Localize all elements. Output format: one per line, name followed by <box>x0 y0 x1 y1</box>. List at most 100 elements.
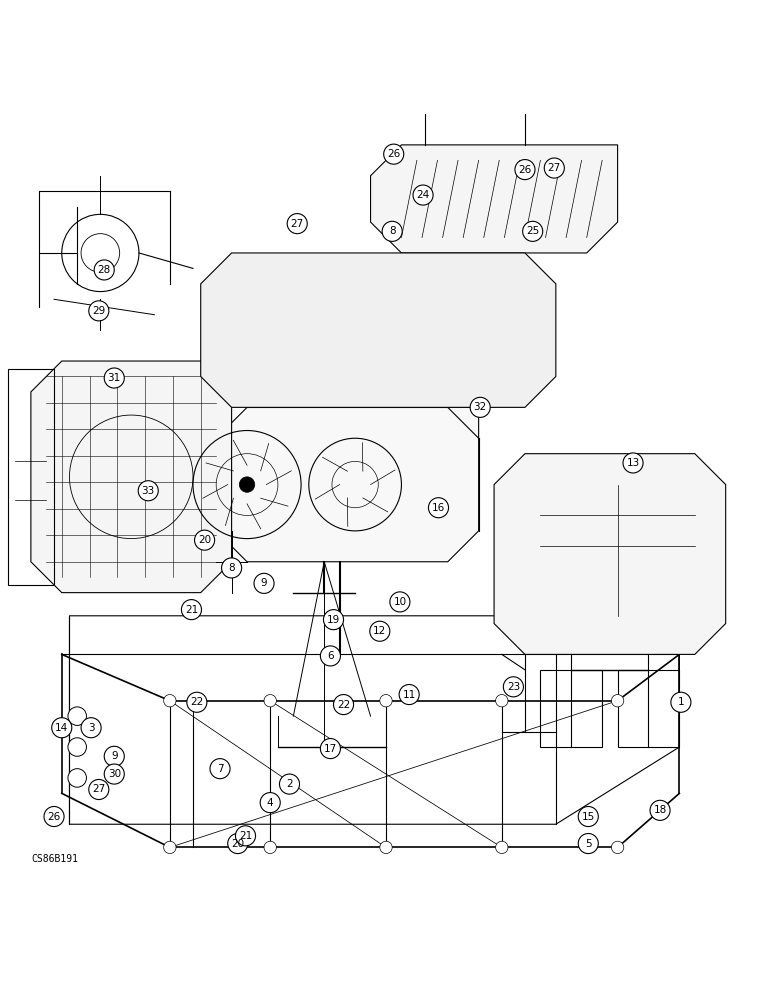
Circle shape <box>235 826 256 846</box>
Circle shape <box>413 185 433 205</box>
Circle shape <box>279 774 300 794</box>
Text: 24: 24 <box>416 190 430 200</box>
Text: 13: 13 <box>626 458 640 468</box>
Text: 18: 18 <box>653 805 667 815</box>
Circle shape <box>623 453 643 473</box>
Text: 5: 5 <box>585 839 591 849</box>
Text: 28: 28 <box>97 265 111 275</box>
Circle shape <box>94 260 114 280</box>
Circle shape <box>222 558 242 578</box>
Circle shape <box>138 481 158 501</box>
Text: 12: 12 <box>373 626 387 636</box>
Text: 4: 4 <box>267 798 273 808</box>
Text: 10: 10 <box>393 597 407 607</box>
Circle shape <box>384 144 404 164</box>
Text: 2: 2 <box>286 779 293 789</box>
Circle shape <box>496 841 508 854</box>
Circle shape <box>52 718 72 738</box>
Text: 1: 1 <box>678 697 684 707</box>
Text: 23: 23 <box>506 682 520 692</box>
Text: CS86B191: CS86B191 <box>31 854 78 864</box>
Circle shape <box>470 397 490 417</box>
Circle shape <box>496 695 508 707</box>
Circle shape <box>254 573 274 593</box>
Circle shape <box>523 221 543 241</box>
Circle shape <box>195 530 215 550</box>
Text: 14: 14 <box>55 723 69 733</box>
Circle shape <box>104 764 124 784</box>
Circle shape <box>260 793 280 813</box>
Circle shape <box>544 158 564 178</box>
Text: 8: 8 <box>229 563 235 573</box>
Text: 6: 6 <box>327 651 334 661</box>
Circle shape <box>320 739 340 759</box>
Circle shape <box>578 834 598 854</box>
Circle shape <box>181 600 201 620</box>
Circle shape <box>104 746 124 766</box>
Text: 20: 20 <box>198 535 212 545</box>
Circle shape <box>323 610 344 630</box>
Text: 26: 26 <box>387 149 401 159</box>
Text: 17: 17 <box>323 744 337 754</box>
Circle shape <box>399 685 419 705</box>
Circle shape <box>611 841 624 854</box>
Text: 32: 32 <box>473 402 487 412</box>
Circle shape <box>428 498 449 518</box>
Circle shape <box>578 806 598 827</box>
Text: 15: 15 <box>581 812 595 822</box>
Circle shape <box>334 695 354 715</box>
Circle shape <box>515 160 535 180</box>
Polygon shape <box>201 253 556 407</box>
Text: 26: 26 <box>518 165 532 175</box>
Circle shape <box>239 477 255 492</box>
Circle shape <box>89 301 109 321</box>
Text: 21: 21 <box>239 831 252 841</box>
Text: 27: 27 <box>547 163 561 173</box>
Circle shape <box>164 841 176 854</box>
Circle shape <box>671 692 691 712</box>
Polygon shape <box>494 454 726 654</box>
Text: 27: 27 <box>290 219 304 229</box>
Text: 22: 22 <box>190 697 204 707</box>
Text: 31: 31 <box>107 373 121 383</box>
Text: 8: 8 <box>389 226 395 236</box>
Circle shape <box>104 368 124 388</box>
Text: 9: 9 <box>111 751 117 761</box>
Circle shape <box>44 806 64 827</box>
Circle shape <box>68 707 86 725</box>
Text: 3: 3 <box>88 723 94 733</box>
Circle shape <box>68 738 86 756</box>
Circle shape <box>81 718 101 738</box>
Circle shape <box>68 769 86 787</box>
Text: 22: 22 <box>337 700 350 710</box>
Circle shape <box>650 800 670 820</box>
Text: 33: 33 <box>141 486 155 496</box>
Circle shape <box>382 221 402 241</box>
Circle shape <box>228 834 248 854</box>
Circle shape <box>264 695 276 707</box>
Text: 16: 16 <box>432 503 445 513</box>
Circle shape <box>287 214 307 234</box>
Circle shape <box>370 621 390 641</box>
Circle shape <box>611 695 624 707</box>
Text: 25: 25 <box>526 226 540 236</box>
Circle shape <box>503 677 523 697</box>
Circle shape <box>89 779 109 800</box>
Circle shape <box>210 759 230 779</box>
Circle shape <box>264 841 276 854</box>
Text: 27: 27 <box>92 784 106 794</box>
Text: 19: 19 <box>327 615 340 625</box>
Polygon shape <box>31 361 232 593</box>
Circle shape <box>380 695 392 707</box>
Text: 30: 30 <box>107 769 121 779</box>
Circle shape <box>187 692 207 712</box>
Text: 20: 20 <box>231 839 245 849</box>
Circle shape <box>320 646 340 666</box>
Text: 9: 9 <box>261 578 267 588</box>
Circle shape <box>390 592 410 612</box>
Text: 21: 21 <box>185 605 198 615</box>
Polygon shape <box>216 407 479 562</box>
Text: 26: 26 <box>47 812 61 822</box>
Text: 11: 11 <box>402 690 416 700</box>
Text: 7: 7 <box>217 764 223 774</box>
